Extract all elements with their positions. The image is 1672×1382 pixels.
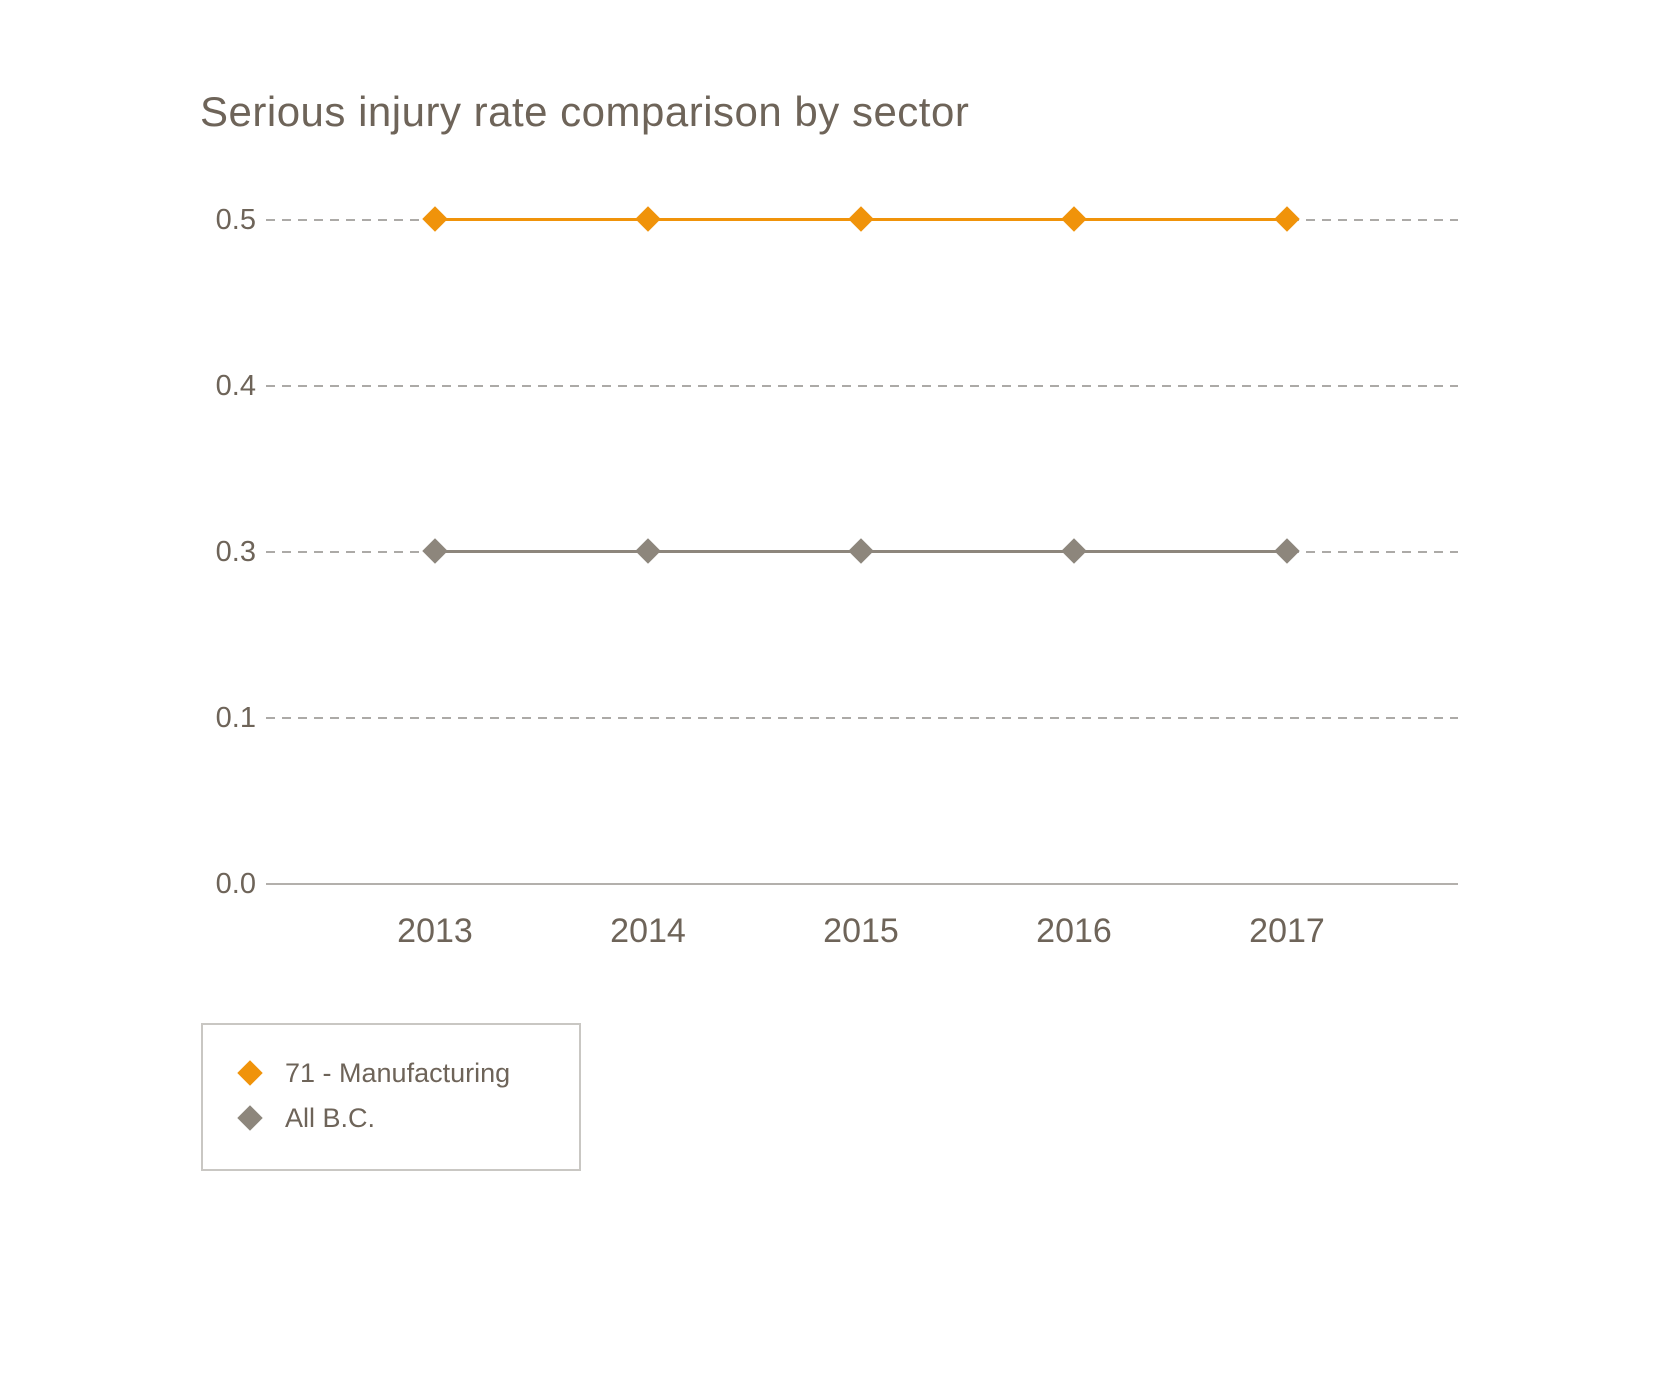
y-tick-label: 0.1 bbox=[215, 702, 256, 734]
data-point-all-bc-2016[interactable] bbox=[1061, 538, 1087, 564]
gridline-0_4 bbox=[266, 385, 1458, 387]
data-point-manufacturing-2017[interactable] bbox=[1274, 206, 1300, 232]
data-point-all-bc-2014[interactable] bbox=[635, 538, 661, 564]
data-point-all-bc-2015[interactable] bbox=[848, 538, 874, 564]
data-point-all-bc-2017[interactable] bbox=[1274, 538, 1300, 564]
x-tick-label-2014: 2014 bbox=[610, 912, 686, 950]
x-tick-label-2015: 2015 bbox=[823, 912, 899, 950]
legend-box: 71 - Manufacturing All B.C. bbox=[201, 1023, 581, 1171]
x-tick-label-2013: 2013 bbox=[397, 912, 473, 950]
legend-item-all-bc[interactable]: All B.C. bbox=[203, 1100, 579, 1136]
y-tick-label: 0.4 bbox=[215, 370, 256, 402]
diamond-icon bbox=[237, 1060, 263, 1086]
legend-item-manufacturing[interactable]: 71 - Manufacturing bbox=[203, 1055, 579, 1091]
diamond-icon bbox=[237, 1105, 263, 1131]
data-point-manufacturing-2013[interactable] bbox=[422, 206, 448, 232]
y-tick-label: 0.3 bbox=[215, 536, 256, 568]
y-tick-label: 0.5 bbox=[215, 204, 256, 236]
chart-title: Serious injury rate comparison by sector bbox=[200, 88, 970, 135]
x-tick-label-2017: 2017 bbox=[1249, 912, 1325, 950]
data-point-all-bc-2013[interactable] bbox=[422, 538, 448, 564]
y-tick-label: 0.0 bbox=[215, 868, 256, 900]
x-axis-line bbox=[266, 883, 1458, 885]
legend-label: All B.C. bbox=[285, 1103, 376, 1133]
x-tick-label-2016: 2016 bbox=[1036, 912, 1112, 950]
data-point-manufacturing-2016[interactable] bbox=[1061, 206, 1087, 232]
gridline-0_1 bbox=[266, 717, 1458, 719]
legend-label: 71 - Manufacturing bbox=[285, 1058, 511, 1088]
data-point-manufacturing-2014[interactable] bbox=[635, 206, 661, 232]
data-point-manufacturing-2015[interactable] bbox=[848, 206, 874, 232]
